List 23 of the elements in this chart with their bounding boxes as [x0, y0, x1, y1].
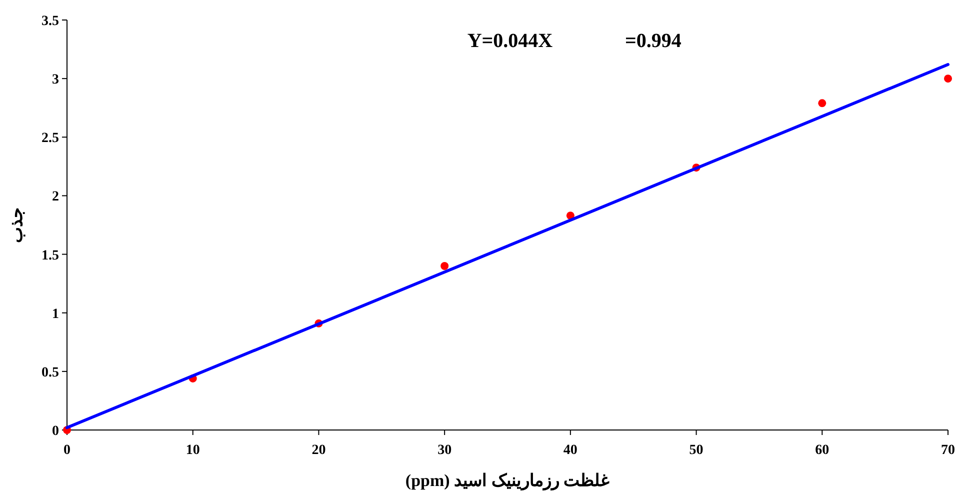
y-tick-label: 0 — [52, 424, 59, 439]
x-axis-title: غلظت رزمارینیک اسید (ppm) — [405, 471, 610, 491]
x-tick-label: 40 — [563, 443, 578, 458]
y-tick-label: 3 — [52, 72, 59, 88]
x-tick-label: 70 — [941, 443, 955, 458]
y-axis-title: جذب — [7, 207, 26, 243]
y-tick-label: 2 — [52, 190, 59, 205]
y-tick-label: 2.5 — [42, 131, 59, 146]
x-tick-label: 60 — [815, 443, 830, 458]
point — [440, 262, 449, 270]
x-tick-label: 50 — [689, 443, 704, 458]
annotation: Y=0.044X — [467, 30, 554, 52]
x-tick-label: 10 — [186, 443, 200, 458]
y-tick-label: 1.5 — [42, 248, 59, 264]
x-tick-label: 0 — [64, 443, 70, 458]
y-tick-label: 1 — [52, 306, 59, 322]
annotation: =0.994 — [625, 30, 682, 52]
x-tick-label: 20 — [312, 443, 326, 458]
point — [818, 99, 826, 108]
y-tick-label: 0.5 — [42, 365, 59, 380]
point — [944, 74, 952, 83]
x-tick-label: 30 — [438, 443, 452, 458]
y-tick-label: 3.5 — [42, 14, 59, 29]
